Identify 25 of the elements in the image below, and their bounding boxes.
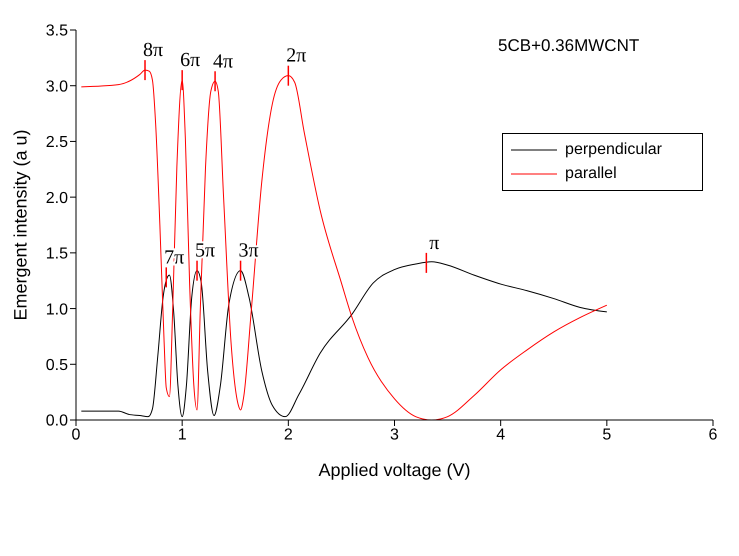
y-tick-label: 2.5	[46, 134, 68, 152]
x-tick-label: 4	[496, 426, 506, 444]
legend-label: parallel	[565, 165, 617, 183]
annotation: 6π	[180, 49, 200, 72]
x-tick-label: 1	[178, 426, 187, 444]
annotation: π	[429, 232, 440, 254]
y-tick-label: 0.0	[46, 412, 68, 430]
y-tick-label: 3.0	[46, 78, 68, 96]
annotation: 2π	[286, 44, 306, 67]
x-tick-label: 2	[284, 426, 293, 444]
x-axis-title: Applied voltage (V)	[318, 460, 471, 480]
x-tick-label: 3	[390, 426, 400, 444]
legend-label: perpendicular	[565, 141, 662, 159]
y-tick-label: 0.5	[46, 356, 68, 374]
annotation: 4π	[213, 50, 234, 72]
y-tick-label: 1.5	[46, 246, 68, 263]
y-tick-label: 2.0	[46, 190, 68, 207]
x-tick-label: 0	[72, 426, 81, 444]
y-tick-label: 1.0	[46, 301, 68, 318]
chart-title: 5CB+0.36MWCNT	[498, 36, 640, 56]
x-tick-label: 6	[708, 426, 718, 444]
annotation: 8π	[142, 39, 164, 62]
y-tick-label: 3.5	[46, 22, 68, 40]
x-tick-label: 5	[602, 426, 612, 444]
y-axis-title: Emergent intensity (a u)	[10, 129, 30, 321]
